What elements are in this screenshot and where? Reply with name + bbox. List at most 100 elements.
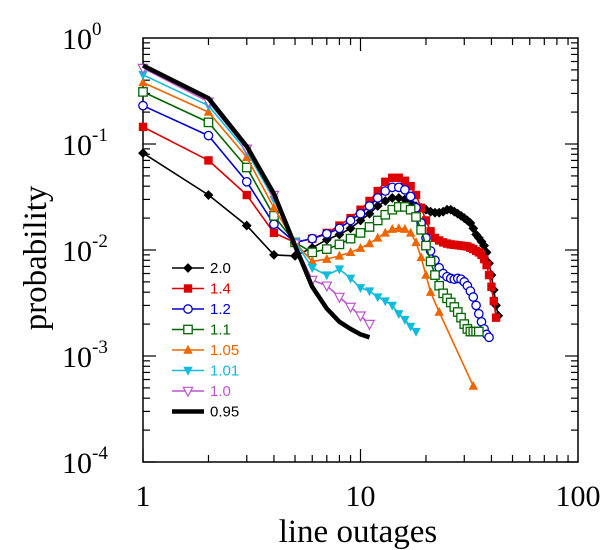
series-1_1 [138, 87, 484, 337]
data-point [365, 196, 374, 206]
data-point [405, 227, 416, 237]
data-point [333, 292, 346, 304]
data-point [183, 324, 193, 335]
data-point [182, 386, 194, 398]
data-point [321, 229, 332, 239]
series-line [142, 104, 490, 338]
legend-item: 1.0 [172, 383, 231, 400]
y-tick-label: 10-2 [62, 231, 108, 268]
data-point [364, 238, 375, 248]
data-point [138, 77, 148, 87]
data-point [373, 186, 382, 196]
tick-labels: 1 10 100 100 10-1 10-2 10-3 10-4 [62, 19, 601, 513]
data-point [473, 308, 484, 319]
data-point [334, 239, 345, 250]
data-point [307, 247, 318, 258]
data-point [203, 106, 214, 116]
legend-label: 0.95 [210, 404, 239, 421]
data-point [405, 204, 416, 215]
data-point [183, 344, 193, 354]
series-1_05 [138, 77, 478, 390]
data-point [380, 196, 391, 206]
data-point [411, 327, 421, 337]
data-point [372, 201, 383, 211]
legend-item: 1.4 [172, 281, 231, 298]
data-point [477, 250, 486, 260]
data-point [183, 284, 193, 293]
data-point [307, 264, 317, 273]
data-point [489, 296, 498, 306]
legend-item: 1.2 [172, 301, 231, 318]
data-point [421, 216, 431, 225]
data-point [345, 274, 356, 284]
y-tick-label: 100 [62, 19, 102, 56]
data-point [430, 270, 440, 280]
legend-label: 2.0 [210, 260, 231, 277]
data-point [416, 203, 426, 213]
y-tick-label: 10-1 [62, 125, 108, 162]
data-point [425, 286, 436, 296]
data-point [345, 215, 356, 226]
data-point [394, 310, 404, 320]
data-point [491, 313, 501, 322]
data-point [400, 176, 410, 185]
data-point [355, 242, 366, 252]
data-point [381, 177, 390, 186]
data-point [307, 233, 318, 244]
data-point [484, 270, 494, 280]
data-point [479, 240, 489, 251]
x-axis-label: line outages [279, 514, 438, 550]
data-point [400, 224, 410, 233]
legend-item: 2.0 [172, 260, 231, 277]
legend-label: 1.1 [210, 322, 231, 339]
data-point [479, 254, 489, 264]
data-point [364, 208, 375, 219]
x-tick-label: 1 [136, 480, 151, 513]
data-point [487, 282, 496, 291]
data-point [138, 71, 148, 80]
data-point [416, 252, 426, 262]
data-point [421, 269, 431, 279]
data-point [364, 222, 375, 232]
data-point [345, 233, 356, 244]
data-point [380, 209, 391, 220]
data-point [269, 249, 279, 260]
y-tick-label: 10-3 [62, 337, 108, 374]
data-point [183, 263, 193, 273]
legend-item: 1.1 [172, 322, 231, 339]
data-point [473, 326, 484, 337]
legend-item: 1.01 [172, 363, 239, 380]
data-point [411, 212, 421, 222]
data-point [242, 190, 251, 200]
data-point [400, 316, 410, 325]
data-point [138, 148, 148, 159]
data-point [355, 215, 366, 226]
y-tick-label: 10-4 [62, 443, 108, 480]
data-point [322, 253, 332, 263]
data-point [355, 228, 366, 238]
data-point [406, 181, 415, 191]
data-point [345, 223, 356, 234]
legend-label: 1.4 [210, 281, 231, 298]
data-point [183, 304, 193, 314]
data-point [321, 281, 333, 293]
data-point [372, 193, 383, 203]
data-point [387, 224, 397, 233]
data-point [241, 176, 252, 187]
data-point [322, 271, 332, 281]
series-line [141, 63, 371, 340]
legend-label: 1.05 [210, 342, 239, 359]
data-point [421, 240, 431, 251]
data-point [387, 193, 398, 203]
data-point [241, 162, 252, 173]
data-point [203, 130, 214, 141]
series-0_95 [141, 63, 371, 340]
data-point [334, 250, 345, 260]
data-point [471, 300, 481, 311]
data-point [204, 156, 213, 165]
legend-label: 1.0 [210, 383, 231, 400]
data-point [269, 219, 279, 230]
data-point [388, 173, 397, 182]
axis-ticks [142, 38, 578, 463]
